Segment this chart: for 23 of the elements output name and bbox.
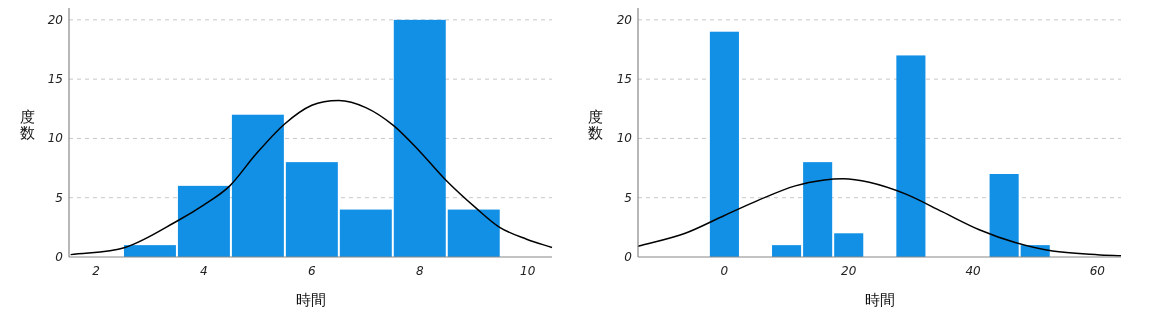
y-tick-label: 15 [47,72,63,87]
y-tick-label: 10 [47,131,64,146]
y-tick-label: 15 [616,72,632,87]
x-tick-label: 0 [720,264,729,278]
y-tick-label: 0 [55,250,64,264]
x-axis-title: 時間 [295,291,326,309]
x-tick-label: 40 [965,264,982,278]
y-tick-label: 5 [55,190,63,205]
x-tick-label: 4 [200,264,208,278]
x-tick-label: 2 [92,264,100,278]
x-tick-label: 10 [520,264,536,278]
x-tick-label: 6 [308,264,317,278]
y-tick-label: 20 [616,12,633,27]
x-tick-label: 8 [415,264,424,278]
x-tick-label: 60 [1089,264,1106,278]
y-axis-title: 度数 [19,108,35,142]
y-axis-title: 度数 [587,108,603,142]
y-tick-label: 0 [624,250,633,264]
y-tick-label: 5 [624,190,632,205]
y-tick-label: 20 [47,12,64,27]
x-axis-title: 時間 [864,291,895,309]
y-tick-label: 10 [616,131,633,146]
x-tick-label: 20 [841,264,857,278]
